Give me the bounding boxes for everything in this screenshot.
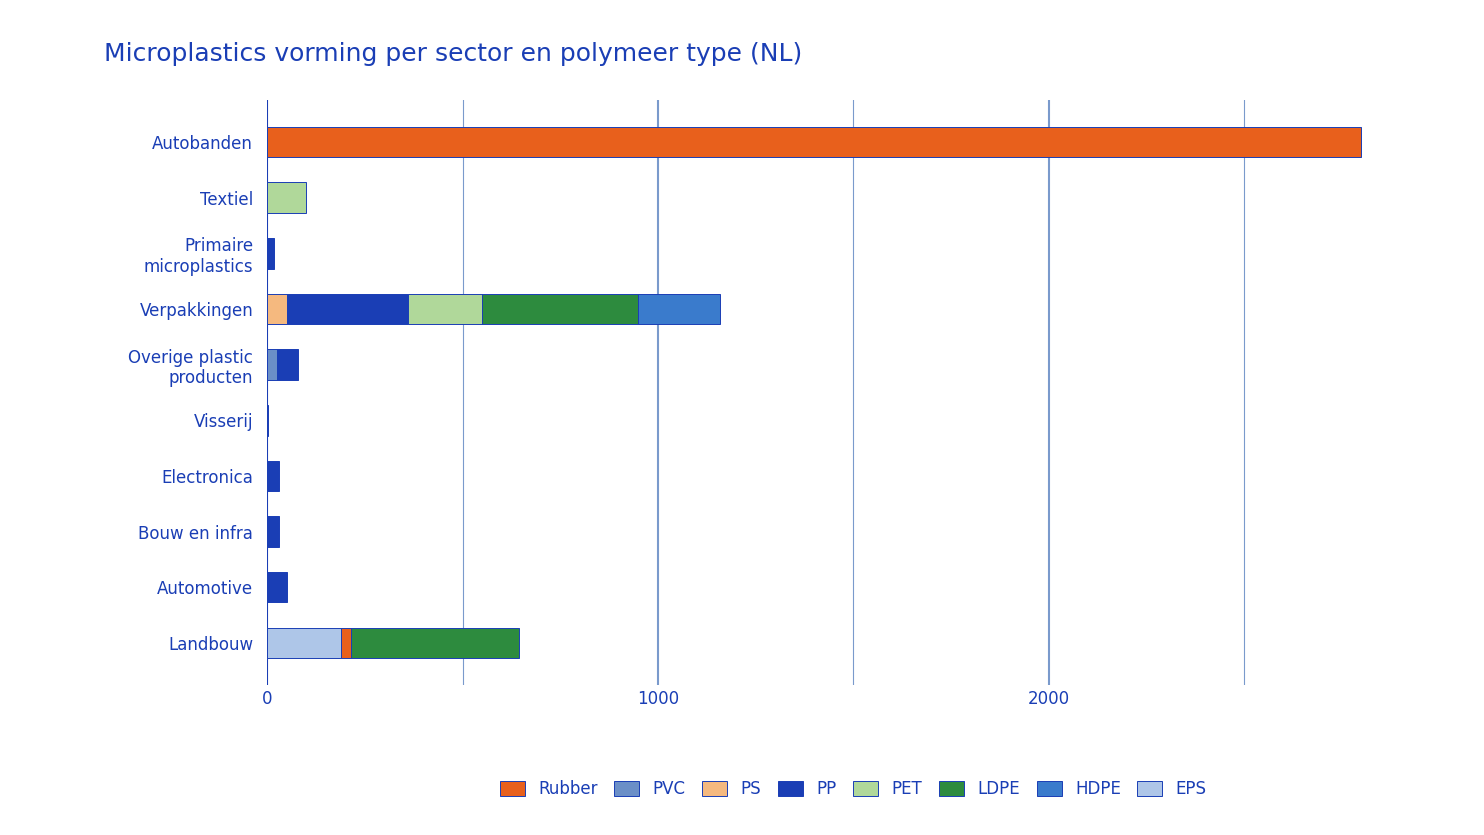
Bar (267, 349, 278, 380)
Bar (267, 238, 275, 269)
Bar (267, 516, 279, 547)
Bar (482, 294, 638, 324)
Bar (267, 294, 286, 324)
Legend: Rubber, PVC, PS, PP, PET, LDPE, HDPE, EPS: Rubber, PVC, PS, PP, PET, LDPE, HDPE, EP… (493, 773, 1214, 805)
Bar (267, 182, 306, 213)
Bar (341, 628, 352, 658)
Bar (352, 628, 519, 658)
Bar (638, 294, 720, 324)
Bar (267, 127, 1361, 157)
Bar (278, 349, 298, 380)
Bar (267, 572, 286, 603)
Text: Microplastics vorming per sector en polymeer type (NL): Microplastics vorming per sector en poly… (104, 42, 803, 66)
Bar (267, 461, 279, 491)
Bar (408, 294, 482, 324)
Bar (267, 628, 341, 658)
Bar (286, 294, 408, 324)
